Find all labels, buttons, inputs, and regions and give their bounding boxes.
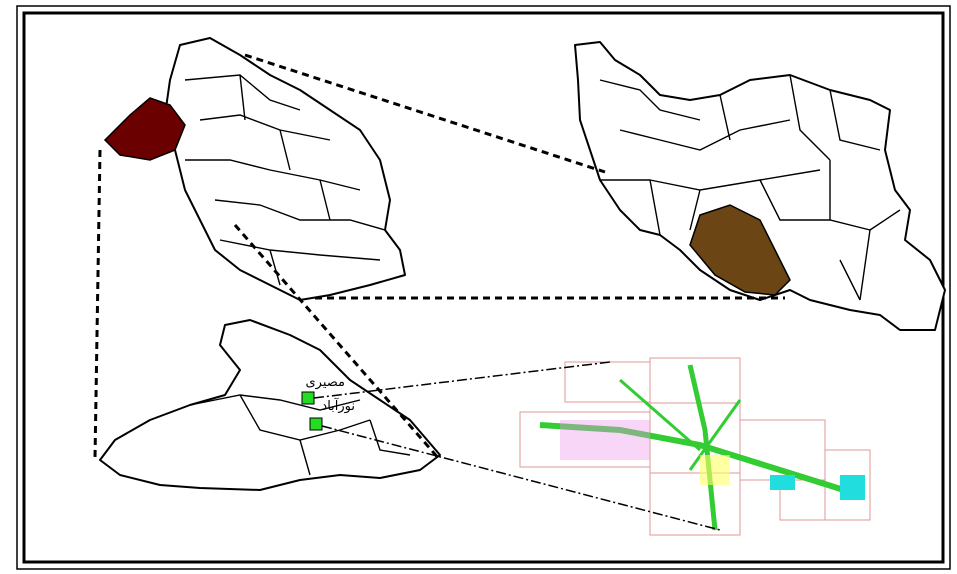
city-plan	[519, 357, 871, 536]
site-marker	[309, 417, 323, 431]
place-label: نورآباد	[321, 397, 355, 414]
county-map: مصیری نورآباد	[99, 319, 441, 491]
place-label: مصیری	[305, 375, 345, 390]
iran-map	[574, 41, 946, 331]
fars-province	[689, 204, 791, 296]
outer-border	[16, 5, 951, 570]
fars-map	[103, 37, 406, 301]
site-marker	[301, 391, 315, 405]
county-highlight	[103, 97, 186, 161]
connectors	[93, 53, 785, 531]
